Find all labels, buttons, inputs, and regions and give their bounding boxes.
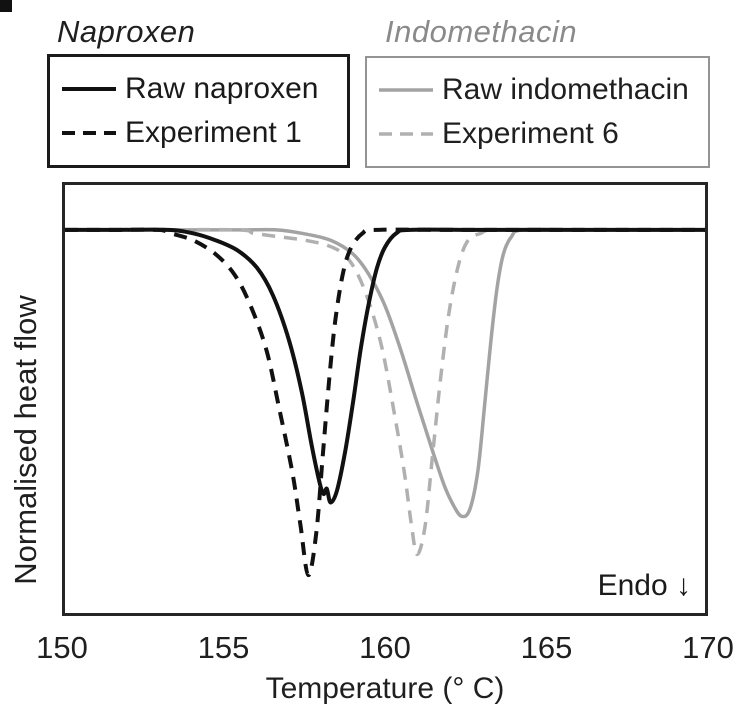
legend-entry-experiment-6: Experiment 6 bbox=[377, 116, 698, 150]
legend-label: Raw indomethacin bbox=[442, 73, 689, 107]
legend-box-indomethacin: Raw indomethacin Experiment 6 bbox=[365, 56, 710, 168]
legend-label: Experiment 1 bbox=[125, 115, 302, 149]
x-tick-label: 160 bbox=[359, 630, 411, 665]
legend-group-title-indomethacin: Indomethacin bbox=[385, 14, 578, 49]
endo-direction-annotation: Endo ↓ bbox=[597, 569, 691, 602]
legend-entry-raw-indomethacin: Raw indomethacin bbox=[377, 75, 698, 105]
corner-artifact-square bbox=[0, 0, 12, 12]
solid-line-swatch-icon bbox=[62, 87, 116, 92]
legend-entry-raw-naproxen: Raw naproxen bbox=[60, 74, 337, 104]
x-tick-label: 170 bbox=[682, 630, 734, 665]
legend-label: Experiment 6 bbox=[442, 116, 619, 150]
x-tick-label: 150 bbox=[36, 630, 88, 665]
curve-raw-indomethacin bbox=[65, 227, 705, 519]
dashed-line-swatch-icon bbox=[62, 130, 116, 135]
curve-experiment-1 bbox=[65, 227, 705, 578]
legend-group-title-naproxen: Naproxen bbox=[57, 14, 196, 49]
plot-area: Endo ↓ bbox=[62, 182, 708, 616]
x-axis-tick-labels: 150 155 160 165 170 bbox=[36, 630, 734, 665]
curve-raw-naproxen bbox=[65, 227, 705, 505]
legend-label: Raw naproxen bbox=[125, 72, 319, 106]
dsc-curves-canvas bbox=[65, 227, 705, 578]
legend-box-naproxen: Raw naproxen Experiment 1 bbox=[47, 54, 350, 168]
x-axis-label: Temperature (° C) bbox=[265, 672, 505, 705]
solid-line-swatch-icon bbox=[379, 88, 433, 93]
dashed-line-swatch-icon bbox=[379, 131, 433, 136]
y-axis-label: Normalised heat flow bbox=[8, 295, 43, 585]
x-tick-label: 165 bbox=[520, 630, 573, 665]
curve-experiment-6 bbox=[65, 227, 705, 556]
legend-entry-experiment-1: Experiment 1 bbox=[60, 115, 337, 149]
x-tick-label: 155 bbox=[197, 630, 250, 665]
